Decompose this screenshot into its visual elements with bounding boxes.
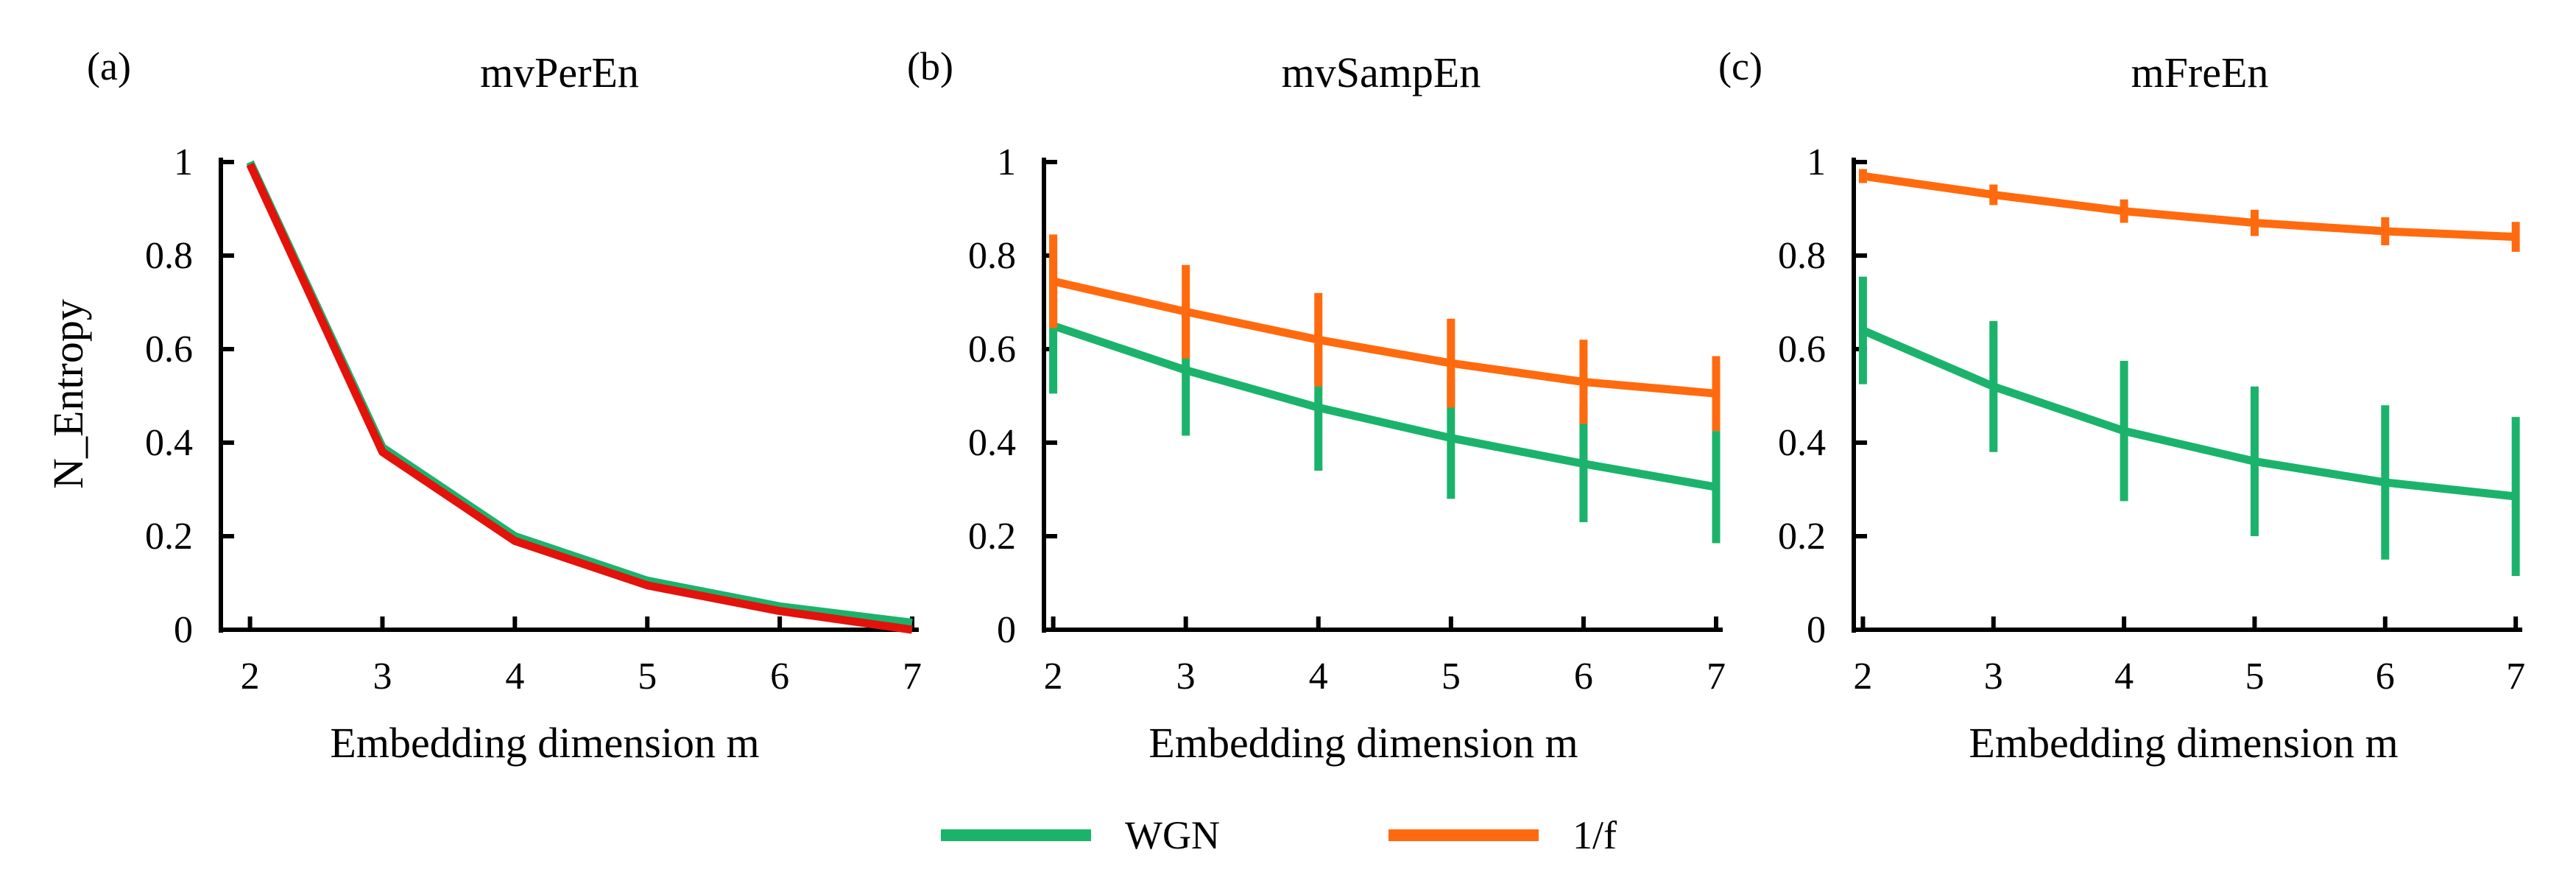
panel-b: (b) mvSampEn 0 0.2 0.4 0.6 0.8 1 2 3 4 5 6 7 Embedd… [907,44,1726,767]
panel-c-y-tick-label: 0.2 [1778,516,1826,558]
panel-a-plot: 0 0.2 0.4 0.6 0.8 1 2 3 4 5 6 7 [145,141,922,698]
panel-c-y-tick-label: 1 [1807,141,1826,183]
panel-a-letter: (a) [87,44,131,88]
panel-c-title: mFreEn [2131,49,2269,96]
legend-wgn-label: WGN [1125,813,1220,857]
panel-c-x-tick-label: 6 [2376,656,2395,698]
panel-c-x-tick-label: 2 [1853,656,1872,698]
panel-c-x-axis-title: Embedding dimension m [1969,719,2398,767]
panel-c-x-tick-label: 4 [2114,656,2134,698]
panel-b-series-one-over-f-line [1052,277,1717,398]
panel-c-y-tick-label: 0.6 [1778,328,1826,370]
panel-c-x-tick-label: 3 [1984,656,2003,698]
panel-b-y-tick-label: 1 [997,141,1016,183]
panel-c-y-tick-label: 0.4 [1778,422,1826,464]
panel-b-x-axis-title: Embedding dimension m [1148,719,1578,767]
panel-b-plot: 0 0.2 0.4 0.6 0.8 1 2 3 4 5 6 7 [968,141,1726,698]
panel-b-y-tick-label: 0.4 [968,422,1016,464]
panel-a-y-tick-label: 1 [174,141,193,183]
panel-a-series-one-over-f-line [246,162,913,634]
panel-b-title: mvSampEn [1282,49,1481,96]
panel-c-x-tick-label: 7 [2506,656,2525,698]
panel-a-y-tick-label: 0.4 [145,422,193,464]
panel-c-series-wgn-line [1861,326,2516,501]
panel-a-x-tick-label: 3 [373,656,392,698]
panel-a-series-wgn-line [246,160,913,627]
legend: WGN 1/f [941,813,1617,857]
panel-a-y-tick-label: 0.8 [145,235,193,277]
panel-b-x-tick-label: 3 [1176,656,1196,698]
panel-b-x-tick-label: 6 [1574,656,1593,698]
panel-a-y-tick-label: 0.2 [145,516,193,558]
panel-b-y-tick-label: 0.8 [968,235,1016,277]
panel-c-y-tick-label: 0.8 [1778,235,1826,277]
panel-b-x-tick-label: 7 [1707,656,1726,698]
panel-b-x-tick-label: 4 [1309,656,1328,698]
panel-c-letter: (c) [1718,44,1762,88]
panel-c: (c) mFreEn 0 0.2 0.4 0.6 0.8 1 2 3 4 5 6 7 Embeddin… [1718,44,2525,767]
panel-b-x-tick-label: 5 [1441,656,1461,698]
panel-a-title: mvPerEn [480,49,639,96]
panel-c-y-tick-label: 0 [1807,609,1826,651]
panel-b-series-wgn-line [1051,322,1717,491]
panel-a: (a) mvPerEn 0 0.2 0.4 0.6 0.8 1 2 3 4 5 6 7 Embeddi… [44,44,922,767]
panel-a-x-axis-title: Embedding dimension m [330,719,759,767]
panel-a-x-tick-label: 6 [770,656,789,698]
panel-a-x-tick-label: 7 [903,656,922,698]
panel-a-x-tick-label: 4 [505,656,524,698]
panel-a-x-tick-label: 5 [638,656,657,698]
legend-one-over-f-label: 1/f [1573,813,1617,857]
panel-a-y-tick-label: 0.6 [145,328,193,370]
panel-c-x-tick-label: 5 [2245,656,2264,698]
panel-a-x-tick-label: 2 [241,656,260,698]
panel-b-y-tick-label: 0.6 [968,328,1016,370]
panel-b-letter: (b) [907,44,953,88]
panel-b-y-tick-label: 0.2 [968,516,1016,558]
panel-c-series-one-over-f-line [1862,172,2516,242]
panel-b-x-tick-label: 2 [1044,656,1063,698]
panel-b-y-tick-label: 0 [997,609,1016,651]
panel-c-plot: 0 0.2 0.4 0.6 0.8 1 2 3 4 5 6 7 [1778,141,2525,698]
panel-a-y-tick-label: 0 [174,609,193,651]
panel-a-y-axis-title: N_Entropy [44,299,92,489]
